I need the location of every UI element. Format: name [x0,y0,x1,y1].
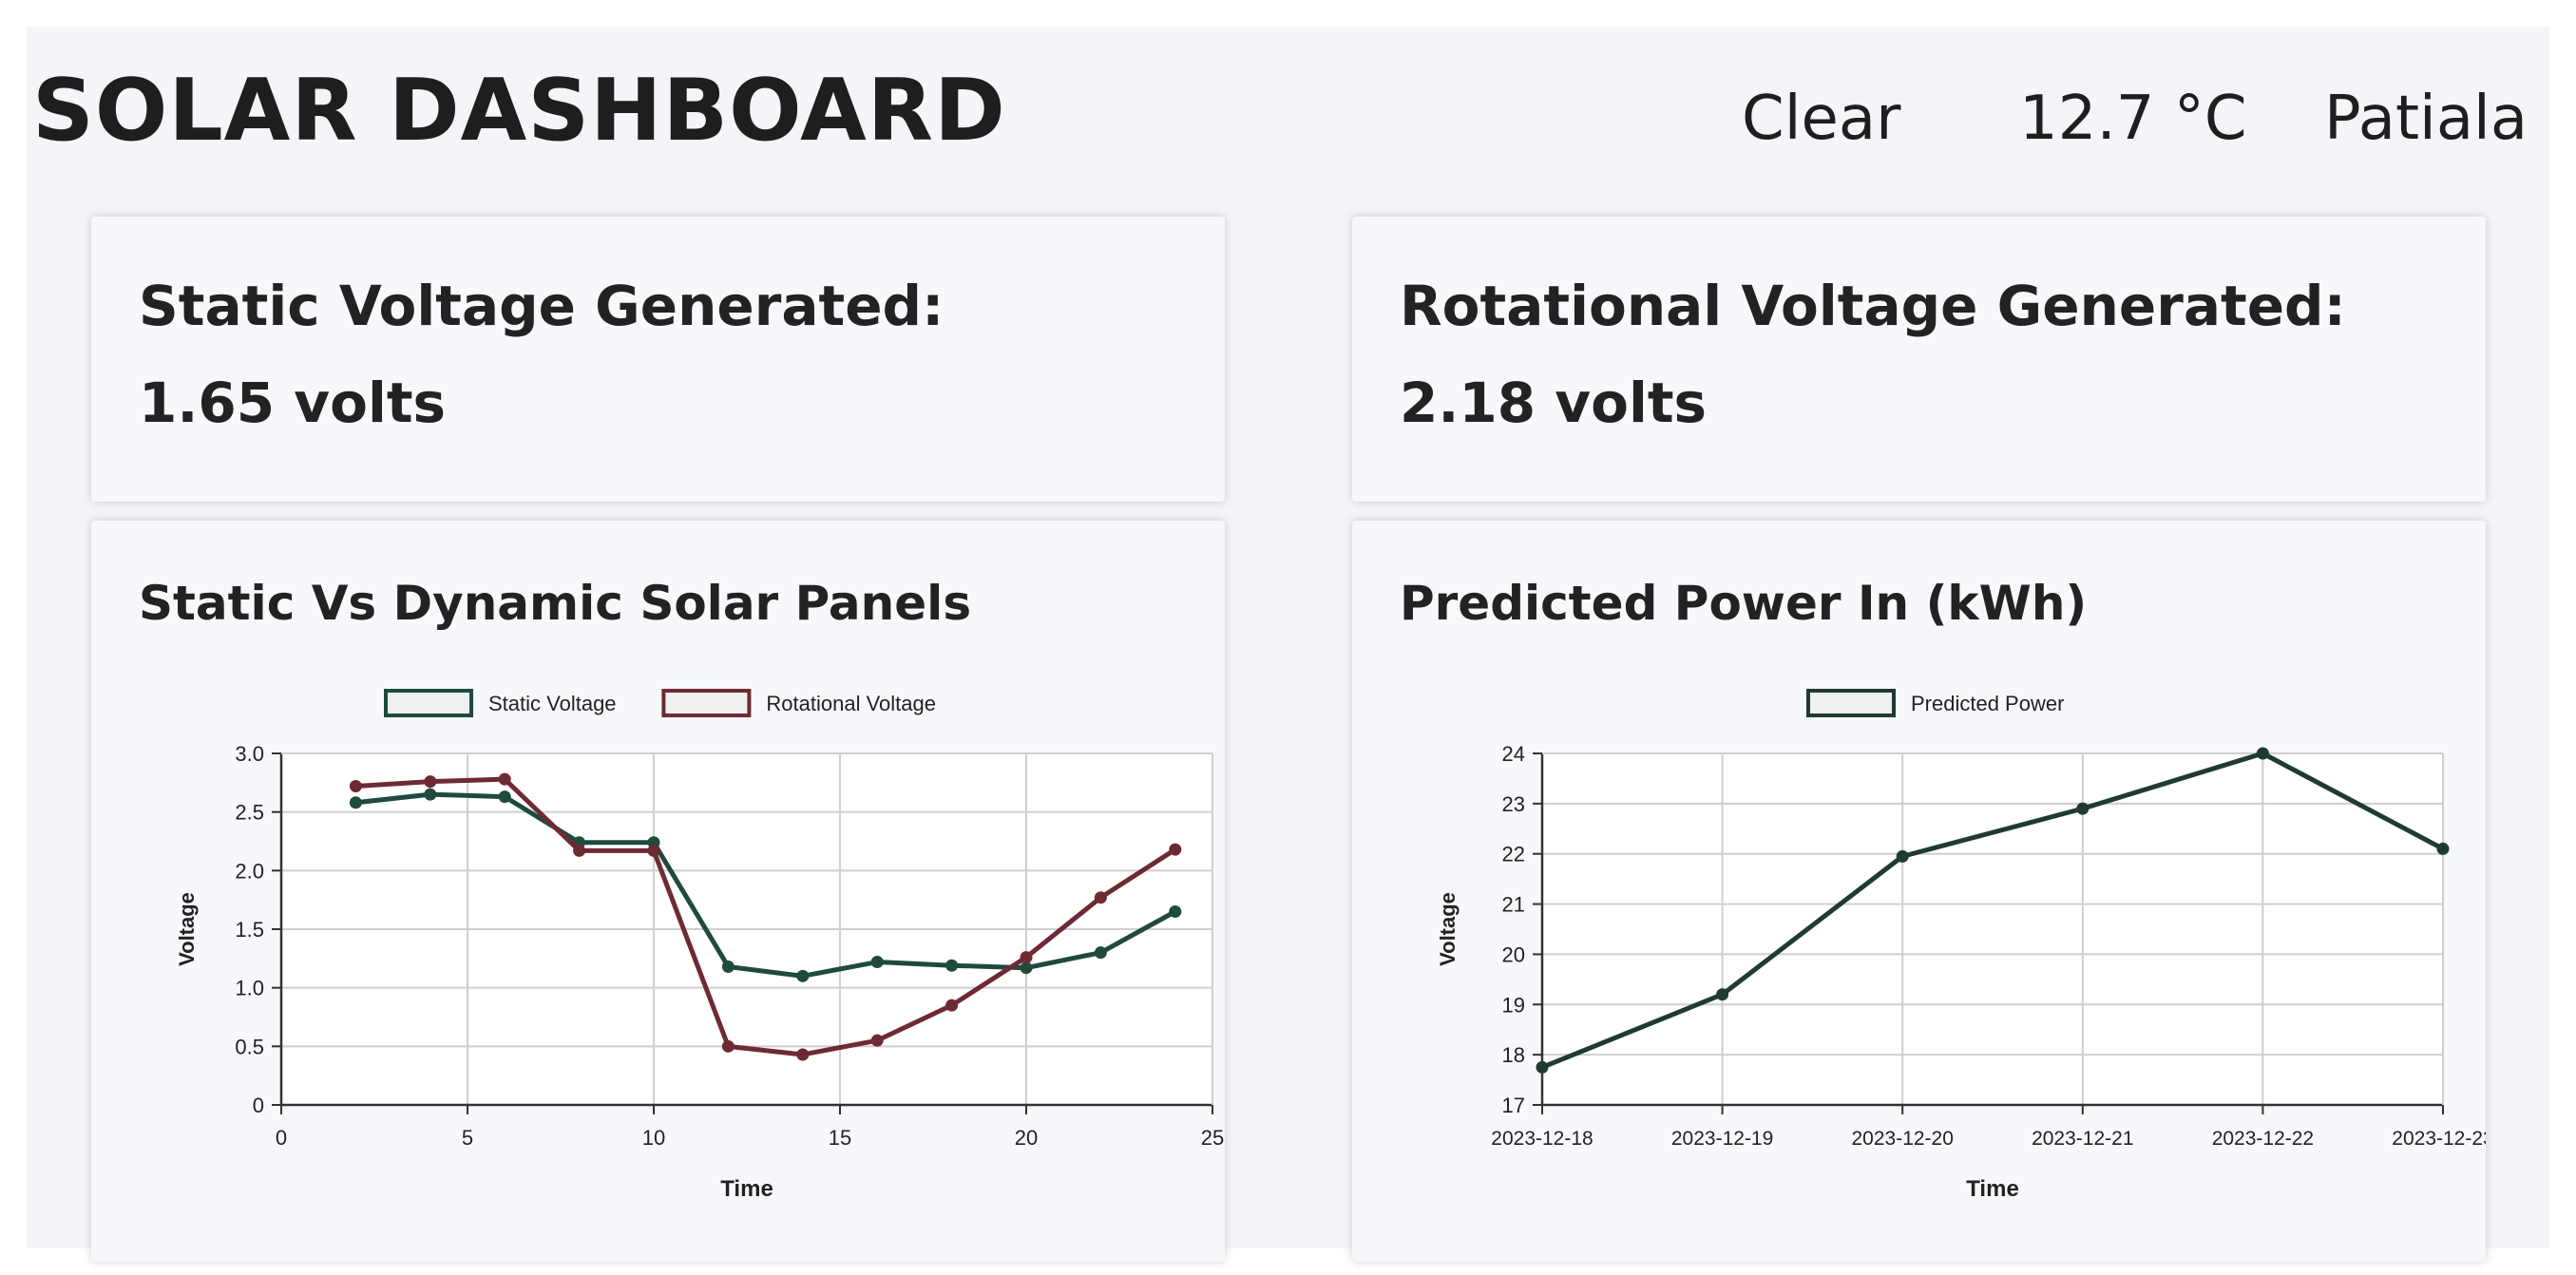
moon-icon [1644,95,1669,144]
location: Patiala [2324,84,2528,154]
y-tick-label: 24 [1502,742,1525,766]
y-tick-label: 1.0 [235,977,264,1000]
data-point [945,959,959,972]
legend-swatch [661,689,752,717]
data-point [573,844,586,857]
static-voltage-label: Static Voltage Generated: [139,274,945,338]
x-tick-label: 2023-12-19 [1671,1128,1773,1150]
data-point [1536,1060,1549,1074]
data-point [1169,905,1182,918]
data-point [498,790,511,804]
rotational-voltage-label: Rotational Voltage Generated: [1400,274,2346,338]
static-vs-dynamic-card: Static Vs Dynamic Solar Panels 0 0.5 1.0 1.… [91,521,1225,1262]
chart-title: Static Vs Dynamic Solar Panels [139,576,972,631]
data-point [2076,802,2089,815]
y-tick-label: 2.0 [235,859,264,883]
data-point [498,772,511,786]
predicted-power-chart: 17 18 19 20 21 22 23 24 2023-12-18 2023-12-19 2023… [1436,689,2486,1202]
y-axis-label: Voltage [1436,892,1460,966]
x-axis-label: Time [720,1176,773,1202]
rotational-voltage-card: Rotational Voltage Generated: 2.18 volts [1352,217,2486,502]
legend-label: Static Voltage [488,692,617,715]
legend-swatch [384,689,473,717]
x-tick-label: 5 [462,1126,473,1150]
series-line [1541,751,2445,1070]
data-point [870,1034,884,1047]
y-tick-label: 22 [1502,843,1525,866]
series-line [355,776,1177,1057]
y-tick-label: 18 [1502,1043,1525,1067]
data-point [796,969,810,982]
y-tick-label: 0.5 [235,1035,264,1058]
y-tick-label: 0 [253,1094,264,1117]
data-point [1896,849,1909,863]
y-tick-label: 1.5 [235,918,264,942]
data-point [1716,988,1729,1001]
x-tick-label: 20 [1015,1126,1038,1150]
data-point [1020,951,1033,964]
static-vs-dynamic-chart: 0 0.5 1.0 1.5 2.0 2.5 3.0 0 5 10 15 20 25 Time Voltage… [175,689,1224,1202]
weather-condition: Clear [1742,84,1901,154]
data-point [1020,961,1033,975]
y-axis-label: Voltage [175,892,199,966]
y-tick-label: 19 [1502,993,1525,1017]
data-point [1094,891,1107,904]
y-tick-label: 2.5 [235,801,264,825]
y-tick-label: 20 [1502,942,1525,966]
y-tick-label: 17 [1502,1094,1525,1117]
data-point [424,788,437,801]
x-tick-label: 2023-12-18 [1491,1128,1593,1150]
rotational-voltage-value: 2.18 volts [1400,371,1708,435]
x-axis-label: Time [1966,1176,2019,1202]
data-point [945,999,959,1012]
predicted-power-card: Predicted Power In (kWh) 17 18 19 20 21 22 23 2… [1352,521,2486,1262]
data-point [424,775,437,789]
temperature: 12.7 °C [2019,84,2247,154]
static-voltage-card: Static Voltage Generated: 1.65 volts [91,217,1225,502]
x-tick-label: 0 [276,1126,287,1150]
data-point [870,956,884,969]
legend-swatch [1806,689,1896,717]
x-tick-label: 2023-12-21 [2032,1128,2133,1150]
y-tick-label: 21 [1502,893,1525,917]
chart-title: Predicted Power In (kWh) [1400,576,2088,631]
x-tick-label: 2023-12-22 [2212,1128,2314,1150]
y-tick-label: 23 [1502,792,1525,816]
x-tick-label: 10 [642,1126,665,1150]
legend-label: Rotational Voltage [766,692,936,715]
data-point [1169,843,1182,856]
legend-label: Predicted Power [1911,692,2064,715]
data-point [796,1048,810,1061]
data-point [721,1039,735,1053]
data-point [349,796,362,809]
series-line [355,791,1177,979]
data-point [1094,946,1107,960]
dashboard-page: SOLAR DASHBOARD Clear 12.7 °C Patiala St… [27,27,2549,1262]
static-voltage-value: 1.65 volts [139,371,447,435]
plot-area [1542,753,2443,1105]
x-tick-label: 25 [1201,1126,1224,1150]
y-tick-label: 3.0 [235,742,264,766]
x-tick-label: 2023-12-20 [1851,1128,1953,1150]
data-point [2256,747,2269,760]
x-tick-label: 2023-12-23 [2392,1128,2486,1150]
data-point [647,844,660,857]
data-point [721,960,735,973]
data-point [2436,842,2450,855]
page-title: SOLAR DASHBOARD [32,61,1006,161]
x-tick-label: 15 [829,1126,851,1150]
data-point [349,780,362,793]
